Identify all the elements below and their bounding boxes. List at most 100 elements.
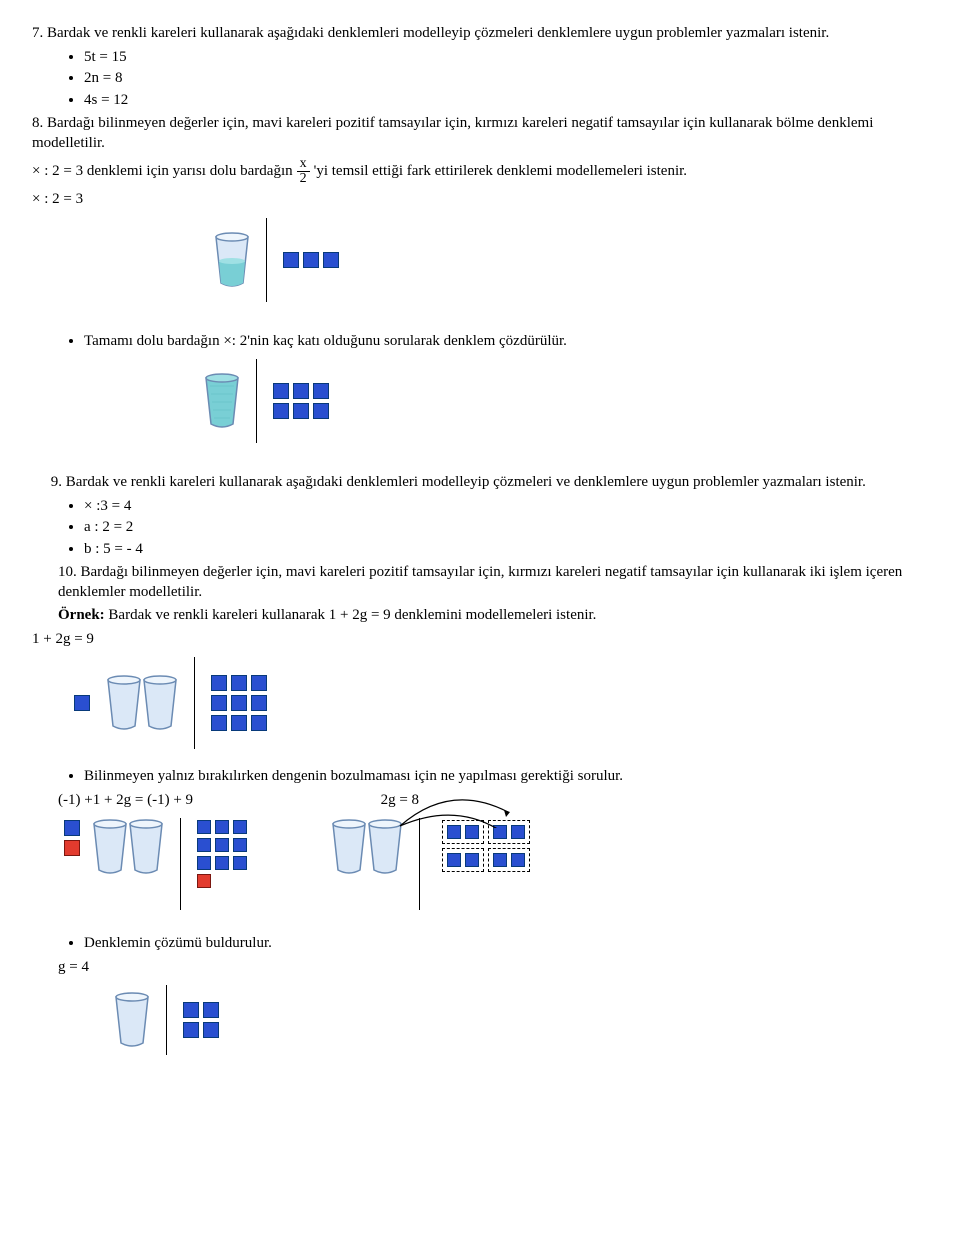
item8-bullet1: Tamamı dolu bardağın ×: 2'nin kaç katı o… xyxy=(84,332,928,352)
cup-half-icon xyxy=(212,231,252,289)
divider-bar xyxy=(419,818,420,910)
blue-square xyxy=(231,695,247,711)
blue-square xyxy=(251,715,267,731)
blue-square xyxy=(293,403,309,419)
divider-bar xyxy=(166,985,167,1055)
blue-square xyxy=(493,853,507,867)
cup-empty-icon xyxy=(90,818,130,876)
blue-square xyxy=(511,853,525,867)
blue-3x2 xyxy=(271,381,331,421)
blue-square xyxy=(64,820,80,836)
blue-square xyxy=(313,403,329,419)
fraction-x-over-2: x 2 xyxy=(297,157,310,186)
blue-square xyxy=(215,820,229,834)
blue-square xyxy=(293,383,309,399)
blue-square xyxy=(183,1022,199,1038)
blue-3x3 xyxy=(209,673,269,733)
blue-square xyxy=(233,838,247,852)
item8-bullets: Tamamı dolu bardağın ×: 2'nin kaç katı o… xyxy=(84,332,928,352)
divider-bar xyxy=(266,218,267,302)
item10-result: g = 4 xyxy=(58,958,928,978)
frac-num: x xyxy=(297,157,310,172)
item10-bullet1: Bilinmeyen yalnız bırakılırken dengenin … xyxy=(84,767,928,787)
blue-square xyxy=(303,252,319,268)
blue-3-row xyxy=(281,250,341,270)
blue-square xyxy=(251,695,267,711)
blue-2x2 xyxy=(181,1000,221,1040)
divider-bar xyxy=(194,657,195,749)
item7-b2: 2n = 8 xyxy=(84,69,928,89)
item8-line2: × : 2 = 3 xyxy=(32,190,928,210)
item8-label: 8. xyxy=(32,115,43,131)
cup-empty-icon xyxy=(112,991,152,1049)
divider-bar xyxy=(180,818,181,910)
blue-square xyxy=(74,695,90,711)
blue-square xyxy=(283,252,299,268)
diagram-1plus2g-9 xyxy=(72,657,928,749)
blue-square xyxy=(203,1022,219,1038)
item10-block: 10. Bardağı bilinmeyen değerler için, ma… xyxy=(64,563,928,649)
diagram-g-4 xyxy=(112,985,928,1055)
blue-square xyxy=(323,252,339,268)
item8-body: Bardağı bilinmeyen değerler için, mavi k… xyxy=(32,115,873,151)
blue-square xyxy=(273,383,289,399)
item9-list: × :3 = 4 a : 2 = 2 b : 5 = - 4 xyxy=(84,497,928,560)
item9-label: 9. xyxy=(51,474,62,490)
diagram-step-subtract xyxy=(62,818,928,910)
red-square xyxy=(197,874,211,888)
blue-square xyxy=(313,383,329,399)
blue-9-red-1 xyxy=(195,818,249,890)
item8-line1b: 'yi temsil ettiği fark ettirilerek denkl… xyxy=(314,162,687,182)
blue-square xyxy=(211,695,227,711)
cup-empty-icon xyxy=(329,818,369,876)
blue-square xyxy=(211,675,227,691)
blue-square xyxy=(251,675,267,691)
item10-ornek: Örnek: Bardak ve renkli kareleri kullana… xyxy=(58,606,928,626)
cup-empty-icon xyxy=(126,818,166,876)
item10-eq: 1 + 2g = 9 xyxy=(32,630,928,650)
blue-square xyxy=(197,838,211,852)
dashed-group xyxy=(488,848,530,872)
item7-label: 7. xyxy=(32,25,43,41)
grouped-8-with-arcs xyxy=(440,818,532,874)
item10-bullets-2: Denklemin çözümü buldurulur. xyxy=(84,934,928,954)
blue-square xyxy=(197,820,211,834)
ornek-label: Örnek: xyxy=(58,607,105,623)
cup-empty-icon xyxy=(104,674,144,732)
item9-b3: b : 5 = - 4 xyxy=(84,540,928,560)
item10-bullets-1: Bilinmeyen yalnız bırakılırken dengenin … xyxy=(84,767,928,787)
diagram-half-cup-3-blue xyxy=(212,218,928,302)
item10-bullet2: Denklemin çözümü buldurulur. xyxy=(84,934,928,954)
blue-square xyxy=(183,1002,199,1018)
cup-empty-icon xyxy=(140,674,180,732)
blue-square xyxy=(465,853,479,867)
dashed-group xyxy=(442,848,484,872)
step-left: (-1) +1 + 2g = (-1) + 9 xyxy=(58,792,193,808)
red-square xyxy=(64,840,80,856)
item10-label: 10. xyxy=(58,564,77,580)
cup-full-icon xyxy=(202,372,242,430)
item7-list: 5t = 15 2n = 8 4s = 12 xyxy=(84,48,928,111)
blue-square xyxy=(203,1002,219,1018)
blue-square xyxy=(273,403,289,419)
item8-line1: × : 2 = 3 denklemi için yarısı dolu bard… xyxy=(32,157,928,186)
blue-square xyxy=(447,853,461,867)
blue-square xyxy=(231,675,247,691)
item8-line1a: × : 2 = 3 denklemi için yarısı dolu bard… xyxy=(32,162,293,182)
divider-bar xyxy=(256,359,257,443)
item8-text: 8. Bardağı bilinmeyen değerler için, mav… xyxy=(32,114,928,153)
left-unit-pair xyxy=(62,818,82,858)
ornek-text: Bardak ve renkli kareleri kullanarak 1 +… xyxy=(105,607,597,623)
blue-square xyxy=(231,715,247,731)
blue-square xyxy=(233,820,247,834)
item7-text: 7. Bardak ve renkli kareleri kullanarak … xyxy=(32,24,928,44)
blue-square xyxy=(211,715,227,731)
blue-square xyxy=(215,856,229,870)
item9-body: Bardak ve renkli kareleri kullanarak aşa… xyxy=(66,474,866,490)
blue-square xyxy=(215,838,229,852)
frac-den: 2 xyxy=(297,172,310,186)
item10-text: 10. Bardağı bilinmeyen değerler için, ma… xyxy=(58,563,928,602)
blue-square xyxy=(233,856,247,870)
item10-body: Bardağı bilinmeyen değerler için, mavi k… xyxy=(58,564,902,600)
item9-text: 9. Bardak ve renkli kareleri kullanarak … xyxy=(32,473,928,493)
